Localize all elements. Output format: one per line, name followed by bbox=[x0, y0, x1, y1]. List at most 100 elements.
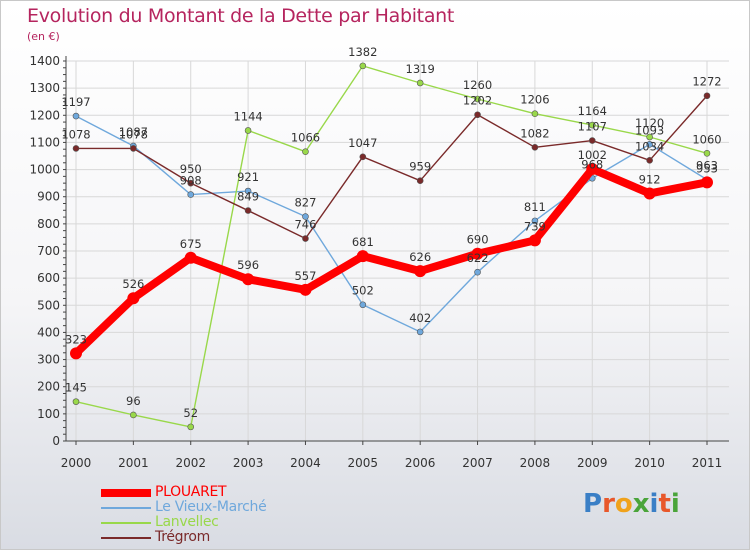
y-tick-label: 900 bbox=[37, 190, 60, 204]
data-point bbox=[703, 149, 711, 157]
data-point bbox=[244, 127, 252, 134]
data-point bbox=[474, 95, 481, 103]
data-label: 596 bbox=[237, 258, 259, 272]
data-label: 1120 bbox=[635, 116, 664, 130]
logo-letter: t bbox=[658, 489, 671, 519]
logo-letter: i bbox=[649, 489, 659, 519]
y-tick-label: 800 bbox=[37, 217, 60, 231]
y-tick-label: 200 bbox=[37, 380, 60, 394]
data-point bbox=[130, 145, 137, 152]
x-tick-label: 2010 bbox=[634, 456, 665, 470]
x-tick-label: 2007 bbox=[462, 456, 493, 470]
data-point bbox=[586, 163, 599, 176]
x-tick-label: 2003 bbox=[233, 456, 264, 470]
data-label: 1078 bbox=[119, 127, 148, 141]
data-point bbox=[528, 234, 541, 247]
y-tick-label: 1200 bbox=[29, 108, 60, 122]
data-point bbox=[242, 273, 255, 286]
data-label: 1382 bbox=[348, 45, 377, 59]
data-label: 1002 bbox=[578, 148, 607, 162]
data-label: 1066 bbox=[291, 131, 320, 145]
data-label: 950 bbox=[180, 162, 202, 176]
data-point bbox=[646, 141, 653, 148]
logo-letter: x bbox=[632, 489, 650, 519]
x-tick-label: 2005 bbox=[348, 456, 379, 470]
data-point bbox=[244, 187, 252, 195]
y-tick-label: 0 bbox=[52, 434, 60, 448]
data-label: 746 bbox=[294, 218, 316, 232]
data-point bbox=[416, 79, 424, 87]
data-label: 1093 bbox=[635, 123, 664, 137]
x-tick-label: 2011 bbox=[692, 456, 723, 470]
data-point bbox=[643, 187, 656, 200]
x-tick-label: 2006 bbox=[405, 456, 436, 470]
y-tick-label: 300 bbox=[37, 353, 60, 367]
data-point bbox=[531, 217, 539, 225]
data-label: 849 bbox=[237, 190, 259, 204]
legend-label: Le Vieux-Marché bbox=[155, 499, 267, 515]
data-point bbox=[414, 265, 427, 278]
y-tick-label: 600 bbox=[37, 271, 60, 285]
data-label: 908 bbox=[180, 174, 202, 188]
y-tick-label: 500 bbox=[37, 298, 60, 312]
x-tick-label: 2002 bbox=[175, 456, 206, 470]
data-point bbox=[531, 110, 539, 117]
legend-swatch bbox=[101, 489, 151, 497]
data-point bbox=[646, 157, 653, 164]
data-label: 1107 bbox=[578, 120, 607, 134]
data-label: 675 bbox=[180, 237, 202, 251]
data-label: 1206 bbox=[520, 93, 549, 107]
data-label: 1047 bbox=[348, 136, 377, 150]
data-label: 557 bbox=[294, 269, 316, 283]
data-point bbox=[416, 328, 424, 336]
data-label: 626 bbox=[409, 250, 431, 264]
logo-letter: P bbox=[583, 489, 603, 519]
y-tick-label: 1100 bbox=[29, 135, 60, 149]
x-tick-label: 2000 bbox=[61, 456, 92, 470]
data-label: 739 bbox=[524, 219, 546, 233]
data-point bbox=[302, 213, 309, 220]
data-label: 953 bbox=[696, 161, 718, 175]
data-point bbox=[72, 398, 80, 405]
y-tick-label: 700 bbox=[37, 244, 60, 258]
data-point bbox=[302, 235, 309, 242]
data-label: 402 bbox=[409, 311, 431, 325]
data-point bbox=[703, 92, 711, 100]
legend-label: Trégrom bbox=[155, 529, 210, 545]
data-point bbox=[72, 145, 80, 152]
data-point bbox=[471, 247, 484, 260]
data-label: 145 bbox=[65, 381, 87, 395]
data-label: 681 bbox=[352, 235, 374, 249]
data-label: 1082 bbox=[520, 126, 549, 140]
data-label: 323 bbox=[65, 332, 87, 346]
series-line bbox=[75, 65, 708, 428]
data-point bbox=[646, 133, 653, 141]
data-label: 959 bbox=[409, 160, 431, 174]
data-point bbox=[127, 292, 140, 305]
chart-title: Evolution du Montant de la Dette par Hab… bbox=[27, 5, 455, 27]
data-label: 690 bbox=[467, 233, 489, 247]
logo-letter: i bbox=[670, 489, 680, 519]
x-tick-label: 2009 bbox=[577, 456, 608, 470]
legend-swatch bbox=[101, 537, 151, 539]
data-point bbox=[359, 62, 367, 70]
data-point bbox=[359, 153, 367, 161]
x-tick-label: 2001 bbox=[118, 456, 149, 470]
y-tick-label: 1400 bbox=[29, 54, 60, 68]
y-tick-label: 100 bbox=[37, 407, 60, 421]
data-point bbox=[187, 191, 195, 198]
data-label: 1087 bbox=[119, 125, 148, 139]
data-label: 52 bbox=[183, 406, 198, 420]
data-label: 1078 bbox=[61, 127, 90, 141]
legend-swatch bbox=[101, 522, 151, 524]
data-point bbox=[356, 250, 369, 263]
data-point bbox=[72, 112, 80, 120]
data-label: 1272 bbox=[692, 75, 721, 89]
data-label: 1202 bbox=[463, 94, 492, 108]
data-point bbox=[184, 251, 197, 264]
data-label: 968 bbox=[581, 157, 603, 171]
legend-label: PLOUARET bbox=[155, 484, 227, 500]
series-line bbox=[72, 165, 711, 358]
